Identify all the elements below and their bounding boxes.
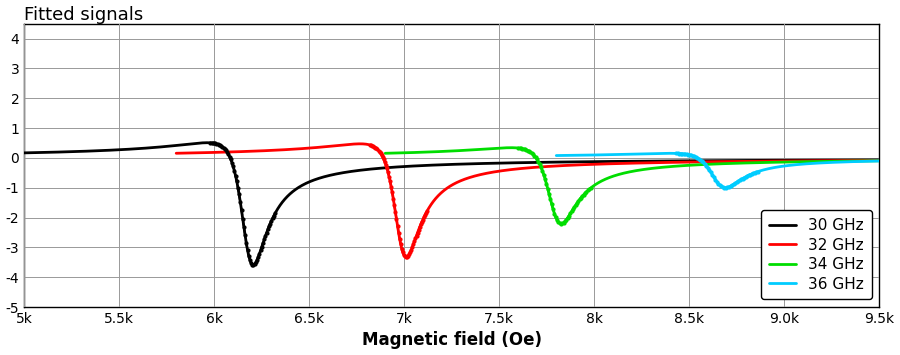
36 GHz: [720, 185, 731, 190]
30 GHz: [347, 169, 358, 173]
36 GHz: [874, 159, 885, 163]
34 GHz: [591, 182, 602, 186]
Text: Fitted signals: Fitted signals: [24, 6, 143, 23]
32 GHz: [441, 187, 452, 191]
32 GHz: [355, 142, 365, 146]
X-axis label: Magnetic field (Oe): Magnetic field (Oe): [362, 332, 542, 349]
30 GHz: [116, 147, 127, 152]
Line: 30 GHz: 30 GHz: [24, 143, 879, 265]
30 GHz: [858, 158, 868, 162]
34 GHz: [865, 159, 876, 163]
32 GHz: [472, 173, 482, 178]
34 GHz: [555, 222, 566, 226]
36 GHz: [868, 159, 878, 163]
32 GHz: [292, 147, 303, 151]
32 GHz: [785, 159, 796, 163]
30 GHz: [167, 144, 178, 148]
36 GHz: [551, 153, 562, 158]
30 GHz: [384, 165, 395, 170]
36 GHz: [588, 153, 598, 157]
34 GHz: [436, 149, 447, 154]
34 GHz: [465, 148, 476, 152]
30 GHz: [248, 263, 258, 267]
36 GHz: [833, 160, 844, 164]
36 GHz: [675, 152, 686, 156]
Line: 34 GHz: 34 GHz: [385, 148, 879, 224]
32 GHz: [400, 255, 411, 259]
34 GHz: [506, 146, 517, 150]
36 GHz: [607, 153, 617, 157]
30 GHz: [766, 158, 777, 163]
30 GHz: [874, 158, 885, 162]
Legend: 30 GHz, 32 GHz, 34 GHz, 36 GHz: 30 GHz, 32 GHz, 34 GHz, 36 GHz: [761, 211, 872, 299]
32 GHz: [860, 158, 871, 163]
34 GHz: [570, 204, 580, 208]
32 GHz: [171, 151, 182, 155]
30 GHz: [202, 141, 212, 145]
34 GHz: [874, 159, 885, 163]
30 GHz: [19, 151, 30, 155]
36 GHz: [664, 151, 675, 155]
Line: 36 GHz: 36 GHz: [556, 153, 879, 187]
32 GHz: [874, 158, 885, 163]
Line: 32 GHz: 32 GHz: [176, 144, 879, 257]
34 GHz: [380, 151, 391, 155]
34 GHz: [812, 159, 823, 164]
32 GHz: [251, 149, 262, 153]
36 GHz: [688, 154, 699, 159]
